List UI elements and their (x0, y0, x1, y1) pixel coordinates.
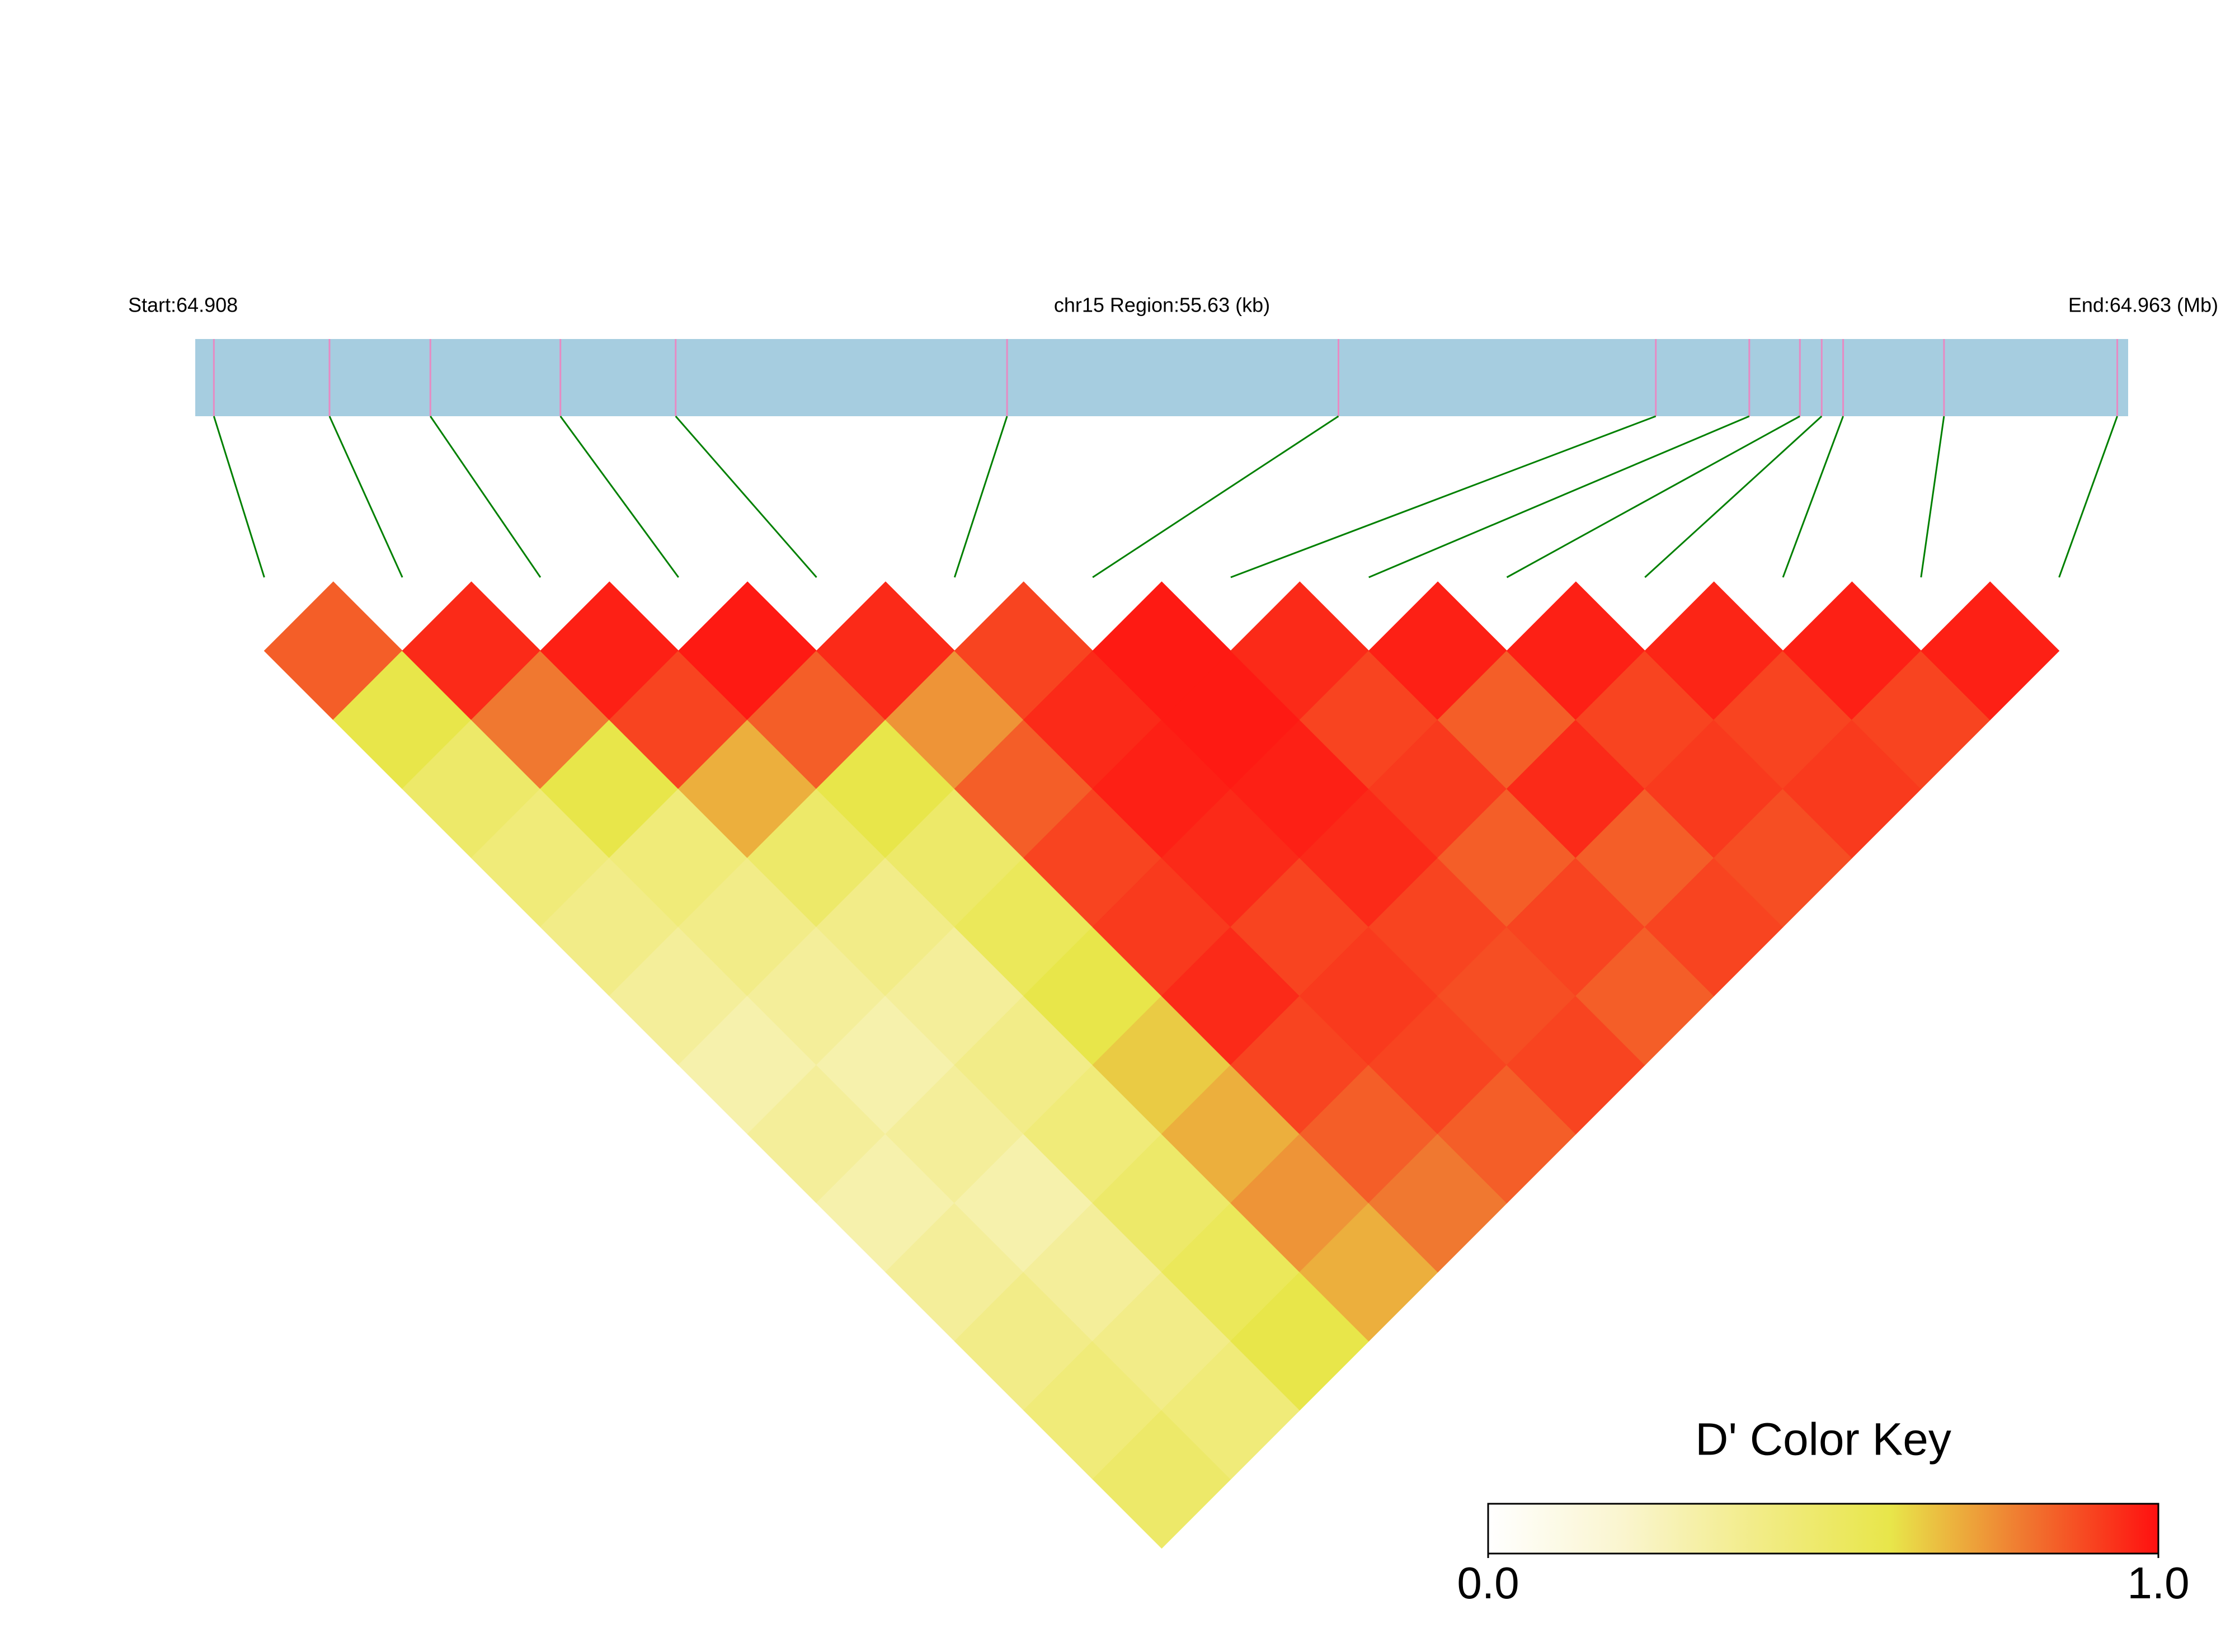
colorbar-title: D' Color Key (1695, 1414, 1951, 1465)
region-bar (195, 339, 2128, 416)
chart-title: chr15 Region:55.63 (kb) (1054, 294, 1270, 317)
snp-connector (1782, 416, 1844, 578)
ld-cell (1921, 581, 2060, 721)
snp-connector (430, 416, 542, 578)
snp-connector (1368, 415, 1750, 578)
start-label: Start:64.908 (128, 294, 238, 317)
snp-connector (1644, 415, 1823, 578)
snp-connector (675, 416, 817, 578)
snp-connector (1920, 416, 1945, 578)
snp-connector (953, 416, 1008, 578)
snp-connector (1230, 415, 1657, 578)
snp-connector (213, 416, 265, 578)
colorbar (1487, 1503, 2159, 1555)
snp-connector (1506, 415, 1801, 578)
end-label: End:64.963 (Mb) (2068, 294, 2218, 317)
snp-connector (1092, 415, 1339, 578)
snp-connector (2058, 416, 2118, 578)
colorbar-tick-label: 0.0 (1457, 1558, 1519, 1608)
snp-connector (328, 416, 403, 578)
snp-connector (559, 416, 679, 578)
colorbar-tick-label: 1.0 (2127, 1558, 2189, 1608)
